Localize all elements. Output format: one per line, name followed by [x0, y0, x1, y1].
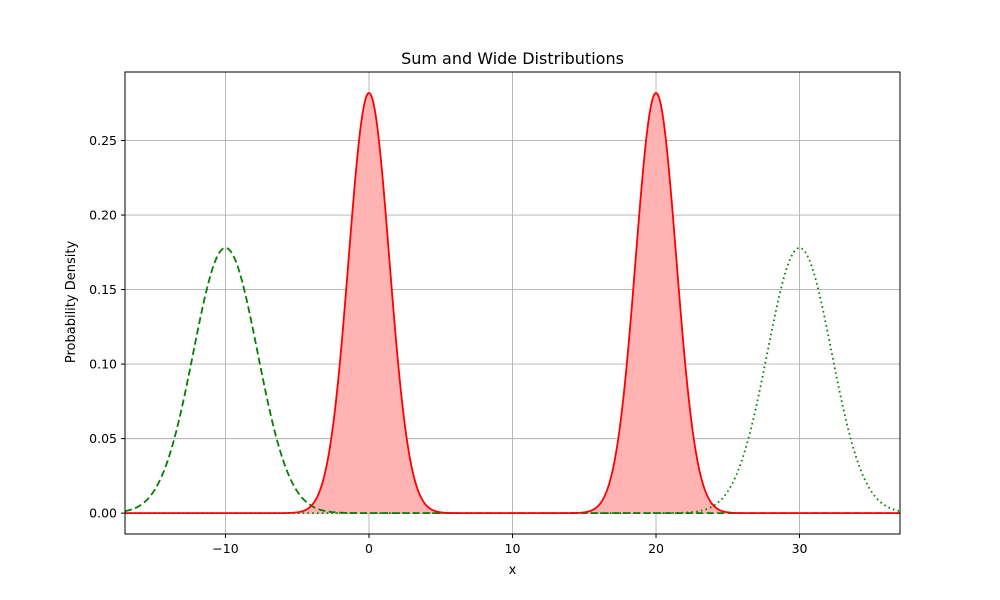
y-tick-label: 0.10: [89, 357, 117, 372]
y-axis-label: Probability Density: [64, 241, 79, 364]
y-axis-ticks: 0.00 0.05 0.10 0.15 0.20 0.25: [89, 133, 125, 521]
series-layer: [124, 91, 901, 515]
y-tick-label: 0.05: [89, 431, 117, 446]
y-tick-label: 0.25: [89, 133, 117, 148]
chart-title: Sum and Wide Distributions: [401, 49, 624, 68]
y-tick-label: 0.20: [89, 208, 117, 223]
x-tick-label: 20: [648, 541, 664, 556]
y-tick-label: 0.15: [89, 282, 117, 297]
x-tick-label: 10: [505, 541, 521, 556]
x-axis-ticks: −10 0 10 20 30: [212, 534, 808, 556]
x-tick-label: 30: [792, 541, 808, 556]
y-tick-label: 0.00: [89, 506, 117, 521]
x-axis-label: x: [509, 563, 517, 578]
series-0-solid-line: [125, 91, 900, 515]
x-tick-label: −10: [212, 541, 238, 556]
x-tick-label: 0: [365, 541, 373, 556]
